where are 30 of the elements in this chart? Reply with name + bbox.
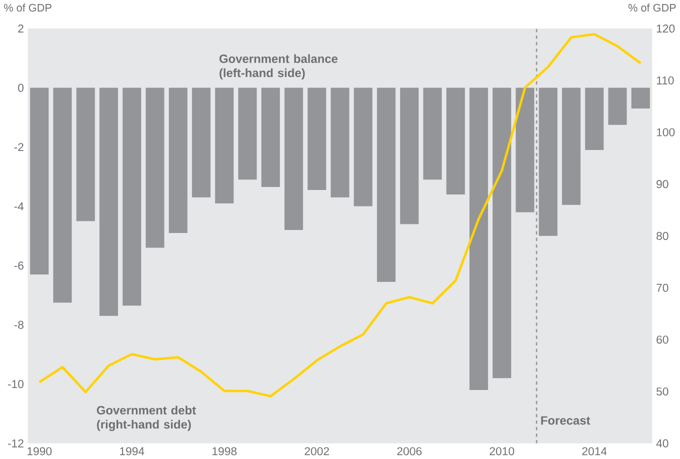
y-axis-title: % of GDP <box>4 4 52 12</box>
y2-tick-label: 90 <box>656 180 668 188</box>
x-tick-label: 1994 <box>120 447 144 456</box>
ref-line-label: Forecast <box>541 416 590 425</box>
x-tick-label: 1998 <box>212 447 237 456</box>
y2-tick-label: 50 <box>656 388 668 396</box>
x-tick-label: 2006 <box>397 447 422 456</box>
y2-tick-label: 40 <box>656 439 668 448</box>
y-tick-label: 0 <box>18 84 24 92</box>
y-tick-label: -4 <box>14 202 24 210</box>
y-tick-label: -12 <box>8 439 24 448</box>
y-tick-label: -2 <box>14 143 24 152</box>
y2-tick-label: 80 <box>656 232 668 240</box>
series-label: Government balance (left-hand side) <box>219 54 338 80</box>
y-tick-label: -6 <box>14 262 24 270</box>
x-tick-label: 2010 <box>490 447 514 456</box>
y2-tick-label: 120 <box>656 24 675 33</box>
line-series <box>38 33 642 398</box>
x-tick-label: 2002 <box>304 447 329 456</box>
x-tick-label: 1990 <box>28 447 52 456</box>
series-label: Government debt (right-hand side) <box>96 406 196 432</box>
y2-axis-title: % of GDP <box>628 4 676 12</box>
y-tick-label: -8 <box>14 320 24 329</box>
y-tick-label: -10 <box>8 380 24 388</box>
y2-tick-label: 60 <box>656 336 668 344</box>
y2-tick-label: 100 <box>656 128 675 136</box>
y2-tick-label: 70 <box>656 284 668 292</box>
y-tick-label: 2 <box>18 24 24 33</box>
y2-tick-label: 110 <box>656 76 674 84</box>
x-tick-label: 2014 <box>582 447 607 456</box>
